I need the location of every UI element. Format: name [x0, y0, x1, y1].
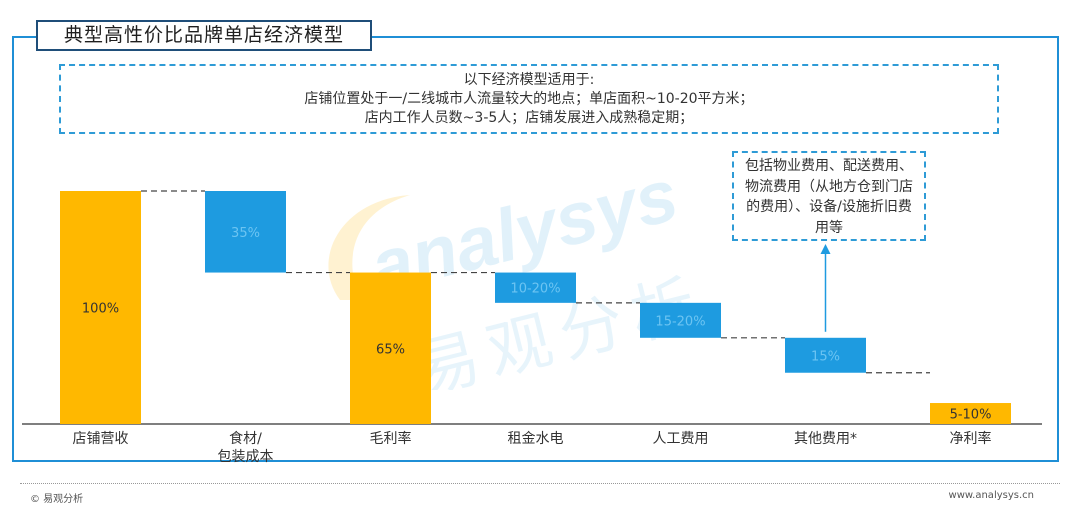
note-line: 以下经济模型适用于:	[463, 72, 595, 88]
applicability-note: 以下经济模型适用于: 店铺位置处于一/二线城市人流量较大的地点；单店面积~10-…	[59, 64, 999, 134]
note-line: 店铺位置处于一/二线城市人流量较大的地点；单店面积~10-20平方米；	[304, 91, 754, 107]
category-label: 人工费用	[653, 431, 709, 447]
page-title: 典型高性价比品牌单店经济模型	[36, 20, 372, 51]
footer-divider	[20, 483, 1060, 484]
bar	[930, 403, 1011, 424]
data-label: 65%	[376, 342, 405, 357]
data-label: 35%	[231, 226, 260, 241]
callout-arrow-head	[820, 244, 831, 254]
note-line: 店内工作人员数~3-5人；店铺发展进入成熟稳定期；	[364, 110, 694, 126]
chart-frame	[12, 36, 1059, 462]
bar	[785, 337, 866, 373]
bar	[205, 191, 286, 273]
category-label: 租金水电	[508, 431, 564, 447]
other-costs-callout: 包括物业费用、配送费用、物流费用（从地方仓到门店的费用）、设备/设施折旧费用等	[732, 151, 926, 241]
data-label: 10-20%	[510, 282, 560, 297]
category-label: 店铺营收	[73, 431, 129, 447]
bar	[640, 302, 721, 338]
bar	[60, 191, 141, 424]
data-label: 15-20%	[655, 314, 705, 329]
bar	[495, 272, 576, 303]
data-label: 100%	[82, 302, 119, 317]
category-label: 包装成本	[218, 449, 274, 465]
footer-url: www.analysys.cn	[948, 490, 1034, 501]
bar	[350, 272, 431, 424]
data-label: 15%	[811, 349, 840, 364]
category-label: 净利率	[950, 430, 992, 447]
footer-copyright: © 易观分析	[30, 494, 84, 505]
category-label: 食材/	[229, 430, 262, 447]
data-label: 5-10%	[950, 408, 992, 423]
category-label: 毛利率	[370, 430, 412, 447]
category-label: 其他费用*	[794, 431, 857, 447]
